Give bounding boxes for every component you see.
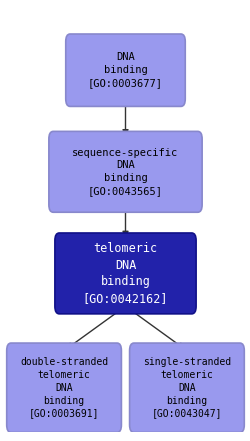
- FancyBboxPatch shape: [55, 233, 195, 314]
- Text: single-stranded
telomeric
DNA
binding
[GO:0043047]: single-stranded telomeric DNA binding [G…: [142, 357, 230, 419]
- Text: DNA
binding
[GO:0003677]: DNA binding [GO:0003677]: [88, 52, 162, 88]
- Text: telomeric
DNA
binding
[GO:0042162]: telomeric DNA binding [GO:0042162]: [82, 242, 168, 305]
- Text: sequence-specific
DNA
binding
[GO:0043565]: sequence-specific DNA binding [GO:004356…: [72, 148, 178, 196]
- FancyBboxPatch shape: [49, 131, 201, 212]
- FancyBboxPatch shape: [66, 34, 184, 106]
- FancyBboxPatch shape: [7, 343, 121, 432]
- Text: double-stranded
telomeric
DNA
binding
[GO:0003691]: double-stranded telomeric DNA binding [G…: [20, 357, 108, 419]
- FancyBboxPatch shape: [129, 343, 243, 432]
